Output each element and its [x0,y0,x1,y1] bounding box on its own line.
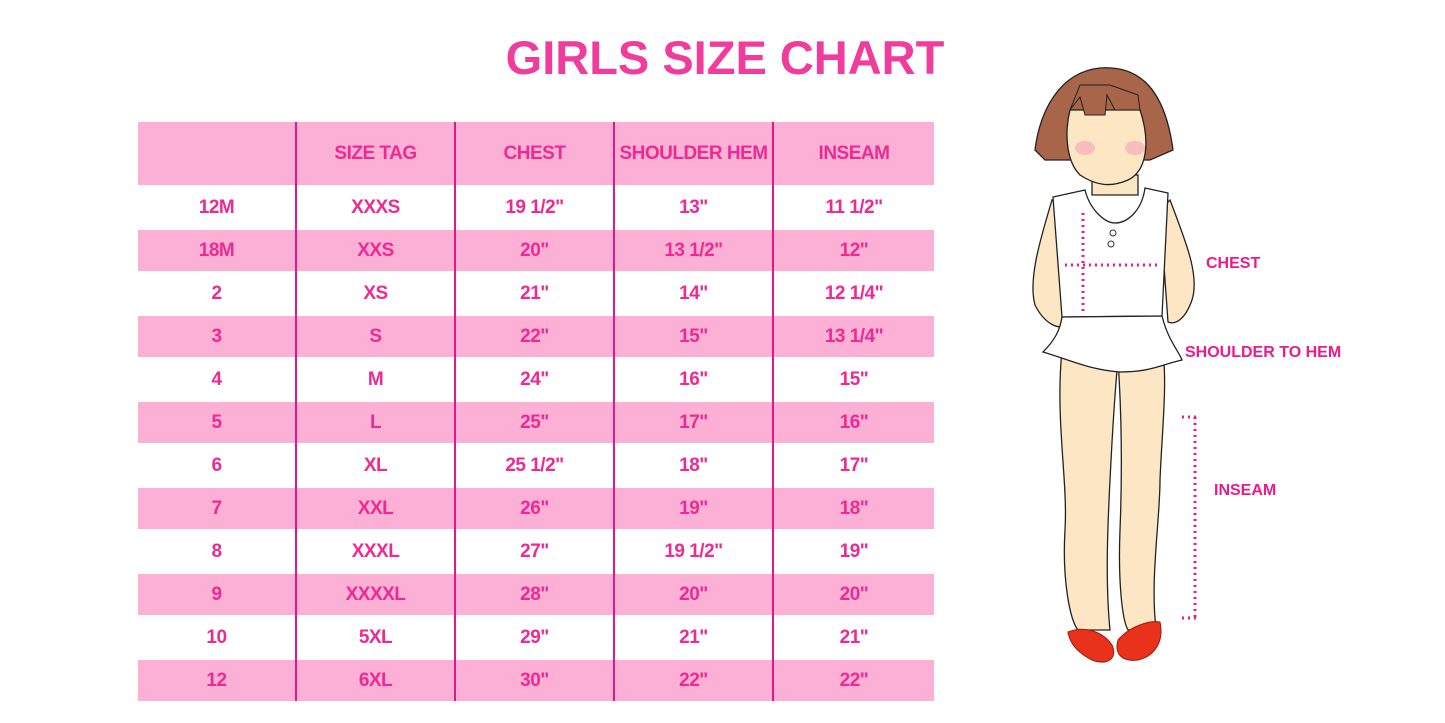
table-cell: 21" [772,615,934,659]
table-cell: 12 1/4" [772,271,934,315]
table-cell: M [295,357,455,401]
table-cell: 6XL [295,658,455,701]
table-cell: 16" [613,357,773,401]
inseam-label: INSEAM [1214,482,1277,499]
table-cell: 20" [613,572,773,616]
table-cell: 12 [138,658,296,701]
column-header [138,122,296,186]
column-header: SIZE TAG [295,122,455,186]
table-cell: L [295,400,455,444]
table-row: 18M XXS 20" 13 1/2" 12" [138,228,934,272]
table-cell: 28" [454,572,614,616]
table-cell: 18" [613,443,773,487]
table-cell: 22" [772,658,934,701]
table-row: 12M XXXS 19 1/2" 13" 11 1/2" [138,185,934,229]
girl-figure-icon [1032,67,1200,663]
table-cell: 29" [454,615,614,659]
table-cell: XXXL [295,529,455,573]
table-cell: 22" [454,314,614,358]
table-cell: 3 [138,314,296,358]
table-cell: 9 [138,572,296,616]
table-cell: 13" [613,185,773,229]
table-cell: 8 [138,529,296,573]
table-cell: 18" [772,486,934,530]
table-cell: 19 1/2" [454,185,614,229]
size-chart-table: SIZE TAG CHEST SHOULDER HEM INSEAM 12M XXXS 1… [138,122,934,701]
table-cell: 19" [772,529,934,573]
table-cell: 11 1/2" [772,185,934,229]
table-row: 7 XXL 26" 19" 18" [138,486,934,530]
table-cell: 25 1/2" [454,443,614,487]
table-row: 2 XS 21" 14" 12 1/4" [138,271,934,315]
table-cell: 20" [772,572,934,616]
table-cell: 5 [138,400,296,444]
table-cell: XS [295,271,455,315]
table-cell: 12" [772,228,934,272]
table-cell: 10 [138,615,296,659]
table-row: 3 S 22" 15" 13 1/4" [138,314,934,358]
column-header: CHEST [454,122,614,186]
table-cell: 12M [138,185,296,229]
table-cell: 13 1/2" [613,228,773,272]
table-cell: XL [295,443,455,487]
table-cell: 30" [454,658,614,701]
table-cell: XXXXL [295,572,455,616]
table-cell: XXL [295,486,455,530]
page-title: GIRLS SIZE CHART [505,31,945,84]
table-row: 4 M 24" 16" 15" [138,357,934,401]
table-cell: 17" [772,443,934,487]
table-row: 9 XXXXL 28" 20" 20" [138,572,934,616]
table-cell: 6 [138,443,296,487]
table-cell: 21" [454,271,614,315]
column-header: INSEAM [772,122,934,186]
table-cell: 15" [772,357,934,401]
table-cell: 13 1/4" [772,314,934,358]
table-header-row: SIZE TAG CHEST SHOULDER HEM INSEAM [138,122,934,186]
table-row: 10 5XL 29" 21" 21" [138,615,934,659]
table-cell: S [295,314,455,358]
table-cell: 25" [454,400,614,444]
table-cell: 5XL [295,615,455,659]
chest-label: CHEST [1206,255,1261,272]
table-row: 5 L 25" 17" 16" [138,400,934,444]
table-cell: 17" [613,400,773,444]
table-cell: 15" [613,314,773,358]
table-cell: 18M [138,228,296,272]
table-cell: 22" [613,658,773,701]
table-cell: 16" [772,400,934,444]
table-cell: XXXS [295,185,455,229]
table-cell: 2 [138,271,296,315]
table-row: 8 XXXL 27" 19 1/2" 19" [138,529,934,573]
table-cell: XXS [295,228,455,272]
table-cell: 4 [138,357,296,401]
table-cell: 19" [613,486,773,530]
table-cell: 26" [454,486,614,530]
table-cell: 19 1/2" [613,529,773,573]
table-cell: 14" [613,271,773,315]
table-row: 12 6XL 30" 22" 22" [138,658,934,701]
shoulder-to-hem-label: SHOULDER TO HEM [1185,344,1342,361]
column-header: SHOULDER HEM [613,122,773,186]
table-cell: 27" [454,529,614,573]
table-row: 6 XL 25 1/2" 18" 17" [138,443,934,487]
table-cell: 7 [138,486,296,530]
girl-measurement-illustration: CHEST SHOULDER TO HEM INSEAM [1010,60,1390,685]
table-cell: 24" [454,357,614,401]
table-cell: 21" [613,615,773,659]
table-cell: 20" [454,228,614,272]
